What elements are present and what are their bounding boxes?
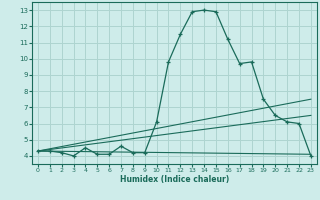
X-axis label: Humidex (Indice chaleur): Humidex (Indice chaleur) [120,175,229,184]
